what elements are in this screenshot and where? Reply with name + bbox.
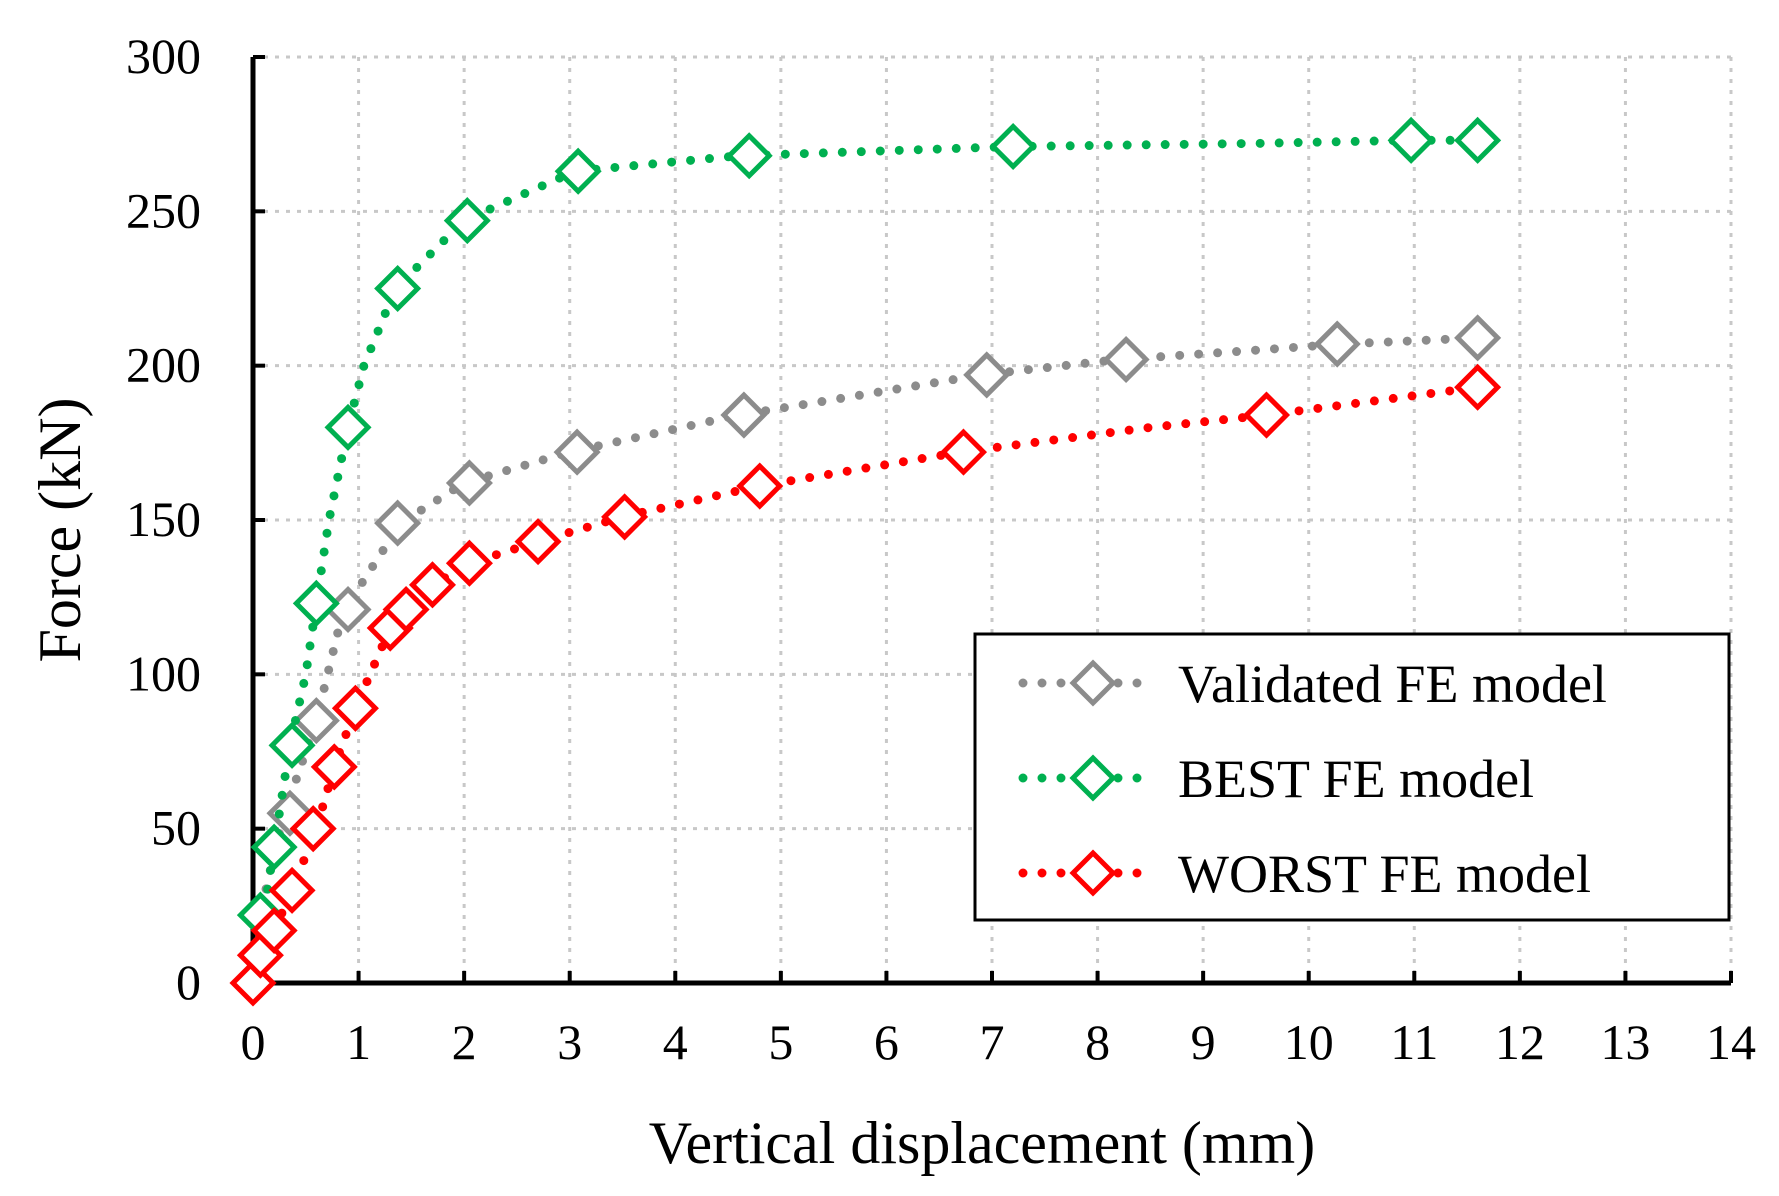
data-point	[1313, 320, 1361, 368]
data-point	[1454, 363, 1502, 411]
legend-marker	[1069, 659, 1117, 707]
x-tick-label: 14	[1706, 1014, 1756, 1070]
y-axis-title: Force (kN)	[27, 398, 93, 663]
data-point	[250, 906, 298, 955]
legend-label: WORST FE model	[1178, 844, 1591, 904]
x-tick-label: 5	[768, 1014, 793, 1070]
x-tick-label: 3	[557, 1014, 582, 1070]
x-tick-label: 9	[1191, 1014, 1216, 1070]
data-point	[601, 493, 649, 541]
data-point	[1454, 116, 1502, 164]
data-point	[408, 561, 457, 609]
data-point	[268, 721, 316, 769]
x-tick-label: 10	[1284, 1014, 1334, 1070]
data-point	[292, 697, 340, 745]
data-point	[554, 147, 602, 195]
data-point	[1102, 335, 1150, 384]
legend-entry-0: Validated FE model	[1018, 654, 1607, 714]
data-point	[268, 866, 316, 914]
axis-layer: 0 1 2 3 4 5 6 7 8 9 10 11 12 13 14050100150200250300Ve…	[27, 28, 1756, 1176]
data-point	[382, 585, 430, 634]
x-tick-label: 6	[874, 1014, 899, 1070]
series-1	[236, 116, 1502, 988]
data-point	[324, 403, 372, 451]
data-point	[1242, 391, 1291, 439]
y-tick-label: 100	[126, 645, 201, 701]
data-point	[331, 684, 379, 732]
data-point	[725, 132, 773, 180]
legend-label: BEST FE model	[1178, 749, 1534, 809]
data-point	[445, 459, 493, 507]
data-point	[324, 585, 372, 634]
x-axis-title: Vertical displacement (mm)	[649, 1110, 1315, 1176]
series-line	[248, 135, 1483, 988]
data-point	[736, 462, 784, 510]
data-point	[514, 518, 562, 566]
data-point	[374, 499, 422, 547]
data-point	[445, 539, 493, 587]
x-tick-label: 0	[241, 1014, 266, 1070]
x-tick-label: 11	[1390, 1014, 1438, 1070]
x-tick-label: 8	[1085, 1014, 1110, 1070]
legend-entry-1: BEST FE model	[1018, 749, 1534, 809]
x-tick-label: 7	[980, 1014, 1005, 1070]
x-tick-label: 4	[663, 1014, 688, 1070]
data-point	[963, 351, 1011, 399]
series-2	[229, 363, 1502, 1007]
data-point	[443, 197, 491, 245]
data-point	[310, 743, 358, 791]
data-point	[939, 428, 988, 476]
series-layer	[229, 116, 1502, 1007]
data-point	[292, 579, 340, 627]
data-point	[553, 428, 601, 476]
data-point	[374, 264, 422, 313]
legend-marker	[1069, 754, 1117, 802]
x-tick-label: 12	[1495, 1014, 1545, 1070]
legend: Validated FE model BEST FE model WORST FE …	[973, 632, 1731, 922]
data-point	[289, 805, 337, 853]
x-tick-label: 13	[1600, 1014, 1650, 1070]
y-tick-label: 200	[126, 337, 201, 393]
x-tick-label: 2	[452, 1014, 477, 1070]
data-point	[989, 122, 1037, 171]
legend-label: Validated FE model	[1178, 654, 1607, 714]
y-tick-label: 150	[126, 491, 201, 547]
y-tick-label: 300	[126, 28, 201, 84]
x-tick-label: 1	[346, 1014, 371, 1070]
legend-entry-2: WORST FE model	[1018, 844, 1591, 904]
data-point	[720, 391, 768, 439]
data-point	[1454, 314, 1502, 362]
data-point	[1387, 116, 1435, 164]
legend-marker	[1069, 849, 1117, 897]
y-tick-label: 0	[176, 954, 201, 1010]
data-point	[250, 823, 298, 871]
y-tick-label: 50	[151, 800, 201, 856]
y-tick-label: 250	[126, 182, 201, 238]
